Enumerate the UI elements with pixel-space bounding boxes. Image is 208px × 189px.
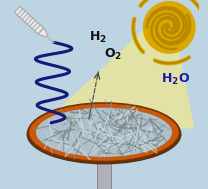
Ellipse shape — [28, 103, 180, 162]
Polygon shape — [38, 28, 48, 37]
Ellipse shape — [36, 108, 172, 157]
Bar — [97, 134, 111, 189]
Text: $\mathregular{H_2}$: $\mathregular{H_2}$ — [89, 30, 107, 45]
Text: $\mathregular{H_2O}$: $\mathregular{H_2O}$ — [161, 72, 190, 87]
Circle shape — [143, 1, 196, 54]
Polygon shape — [14, 6, 44, 34]
Polygon shape — [38, 6, 195, 129]
Text: $\mathregular{O_2}$: $\mathregular{O_2}$ — [104, 47, 122, 62]
Ellipse shape — [26, 104, 182, 164]
